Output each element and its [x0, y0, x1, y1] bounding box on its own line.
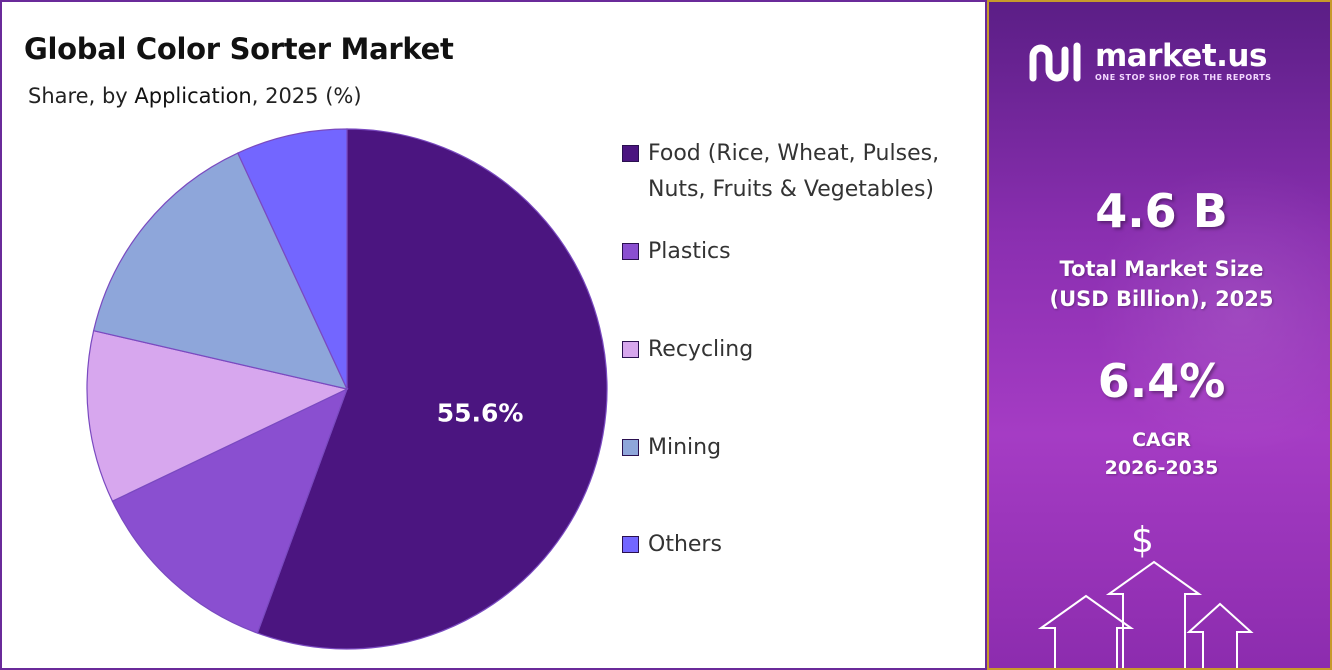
pie-data-label-0: 55.6%	[437, 399, 524, 428]
pie-svg: 55.6%	[86, 128, 608, 650]
legend-swatch	[622, 341, 639, 358]
summary-panel: market.us ONE STOP SHOP FOR THE REPORTS …	[987, 0, 1332, 670]
pie-slice-0	[256, 128, 608, 650]
market-size-label-line1: Total Market Size	[1059, 257, 1264, 281]
subtitle-suffix: , 2025 (%)	[251, 84, 362, 108]
legend-swatch	[622, 145, 639, 162]
market-us-logo-icon	[1029, 42, 1081, 82]
legend-item: Mining	[622, 430, 978, 466]
chart-title: Global Color Sorter Market	[24, 32, 454, 66]
cagr-label-line2: 2026-2035	[1104, 457, 1219, 479]
pie-slice-1	[111, 387, 349, 634]
legend-label: Recycling	[648, 337, 754, 362]
pie-chart: 55.6%	[2, 2, 989, 670]
legend-swatch	[622, 243, 639, 260]
pie-slice-3	[92, 152, 349, 390]
legend-swatch	[622, 439, 639, 456]
brand-name: market.us	[1095, 37, 1267, 74]
brand-logo: market.us ONE STOP SHOP FOR THE REPORTS	[1027, 40, 1272, 82]
legend-item: Plastics	[622, 234, 978, 270]
dollar-icon: $	[1131, 520, 1154, 561]
chart-subtitle: Share, by Application, 2025 (%)	[28, 84, 362, 108]
cagr-value: 6.4%	[1097, 354, 1226, 408]
subtitle-dimension: Application	[134, 84, 252, 108]
legend-label: Food (Rice, Wheat, Pulses, Nuts, Fruits …	[648, 141, 940, 202]
market-size-label-line2: (USD Billion), 2025	[1049, 287, 1274, 311]
background-glow	[1090, 162, 1330, 462]
pie-slice-2	[86, 329, 349, 502]
legend-label: Others	[648, 532, 722, 557]
market-size-value: 4.6 B	[1095, 184, 1228, 238]
pie-slice-4	[236, 128, 348, 390]
legend-label: Mining	[648, 435, 722, 460]
chart-panel: Global Color Sorter Market Share, by App…	[0, 0, 987, 670]
growth-arrows-icon	[1037, 560, 1254, 668]
legend-item: Others	[622, 527, 978, 563]
brand-tagline: ONE STOP SHOP FOR THE REPORTS	[1095, 72, 1272, 82]
legend-item: Recycling	[622, 332, 978, 368]
legend-item: Food (Rice, Wheat, Pulses, Nuts, Fruits …	[622, 136, 978, 208]
cagr-label-line1: CAGR	[1132, 429, 1191, 451]
legend-swatch	[622, 536, 639, 553]
subtitle-prefix: Share, by	[28, 84, 135, 108]
legend-label: Plastics	[648, 239, 731, 264]
